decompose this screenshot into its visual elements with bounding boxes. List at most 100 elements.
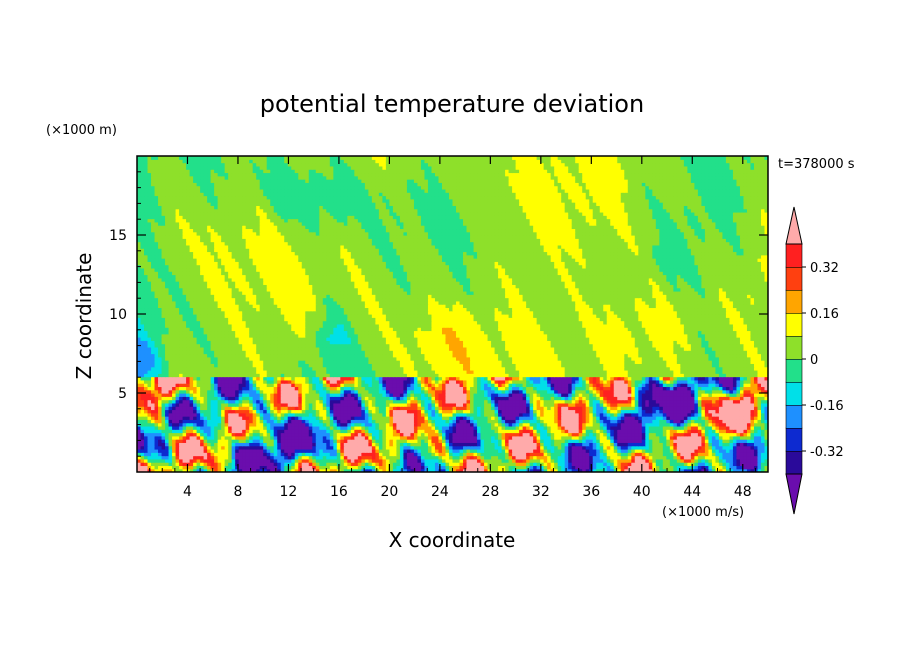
- field-cell: [221, 452, 226, 457]
- field-cell: [354, 465, 359, 470]
- field-cell: [575, 452, 580, 457]
- field-cell: [764, 468, 768, 472]
- field-cell: [480, 455, 485, 460]
- field-cell: [312, 465, 317, 470]
- field-cell: [294, 465, 299, 470]
- field-cell: [399, 462, 405, 467]
- field-cell: [508, 468, 513, 472]
- field-cell: [399, 448, 405, 453]
- field-cell: [498, 468, 503, 472]
- field-cell: [592, 465, 597, 470]
- field-cell: [410, 458, 415, 463]
- field-cell: [568, 455, 573, 460]
- field-cell: [438, 458, 443, 463]
- field-cell: [420, 448, 426, 453]
- field-cell: [329, 455, 334, 460]
- field-cell: [144, 465, 149, 470]
- field-cell: [655, 458, 660, 463]
- field-cell: [701, 458, 706, 463]
- field-cell: [207, 458, 212, 463]
- field-cell: [245, 458, 250, 463]
- field-cell: [217, 465, 222, 470]
- field-cell: [519, 452, 524, 457]
- field-cell: [298, 465, 303, 470]
- field-cell: [308, 468, 313, 472]
- field-cell: [361, 458, 366, 463]
- field-cell: [427, 455, 433, 460]
- field-cell: [722, 462, 727, 467]
- field-cell: [252, 468, 257, 472]
- field-cell: [340, 455, 345, 460]
- field-cell: [743, 468, 748, 472]
- field-cell: [210, 465, 215, 470]
- field-cell: [368, 448, 373, 453]
- field-cell: [382, 465, 387, 470]
- field-cell: [739, 465, 745, 470]
- field-cell: [596, 455, 601, 460]
- field-cell: [697, 465, 702, 470]
- field-cell: [368, 465, 373, 470]
- field-cell: [498, 452, 503, 457]
- field-cell: [459, 458, 464, 463]
- field-cell: [627, 458, 632, 463]
- field-cell: [529, 455, 534, 460]
- field-cell: [270, 462, 275, 467]
- field-cell: [554, 455, 559, 460]
- field-cell: [312, 455, 317, 460]
- field-cell: [392, 465, 398, 470]
- field-cell: [252, 455, 257, 460]
- field-cell: [459, 452, 464, 457]
- field-cell: [757, 462, 762, 467]
- field-cell: [456, 452, 461, 457]
- field-cell: [224, 452, 229, 457]
- field-cell: [645, 452, 650, 457]
- field-cell: [680, 468, 685, 472]
- field-cell: [186, 455, 191, 460]
- field-cell: [140, 458, 145, 463]
- field-cell: [270, 448, 275, 453]
- field-cell: [203, 468, 208, 472]
- field-cell: [420, 455, 426, 460]
- field-cell: [645, 465, 650, 470]
- field-cell: [298, 458, 303, 463]
- field-cell: [480, 465, 485, 470]
- field-cell: [256, 458, 261, 463]
- field-cell: [427, 468, 433, 472]
- field-cell: [200, 465, 205, 470]
- field-cell: [452, 458, 457, 463]
- field-cell: [599, 458, 604, 463]
- field-cell: [519, 458, 524, 463]
- field-cell: [659, 462, 664, 467]
- field-cell: [708, 465, 713, 470]
- field-cell: [308, 465, 313, 470]
- field-cell: [392, 448, 398, 453]
- field-cell: [718, 465, 724, 470]
- field-cell: [371, 462, 376, 467]
- field-cell: [322, 452, 327, 457]
- field-cell: [638, 455, 643, 460]
- field-cell: [147, 455, 152, 460]
- field-cell: [196, 468, 201, 472]
- field-cell: [512, 465, 517, 470]
- field-cell: [357, 465, 362, 470]
- field-cell: [501, 452, 506, 457]
- field-cell: [179, 465, 184, 470]
- field-cell: [382, 455, 387, 460]
- field-cell: [561, 452, 566, 457]
- field-cell: [280, 465, 285, 470]
- field-cell: [273, 458, 278, 463]
- field-cell: [568, 462, 573, 467]
- field-cell: [571, 465, 576, 470]
- field-cell: [193, 462, 198, 467]
- field-cell: [704, 468, 710, 472]
- field-cell: [470, 465, 475, 470]
- field-cell: [298, 462, 303, 467]
- field-cell: [540, 455, 545, 460]
- field-cell: [690, 462, 695, 467]
- field-cell: [512, 455, 517, 460]
- field-cell: [214, 462, 219, 467]
- field-cell: [266, 455, 271, 460]
- field-cell: [722, 468, 727, 472]
- field-cell: [361, 468, 366, 472]
- field-cell: [757, 458, 762, 463]
